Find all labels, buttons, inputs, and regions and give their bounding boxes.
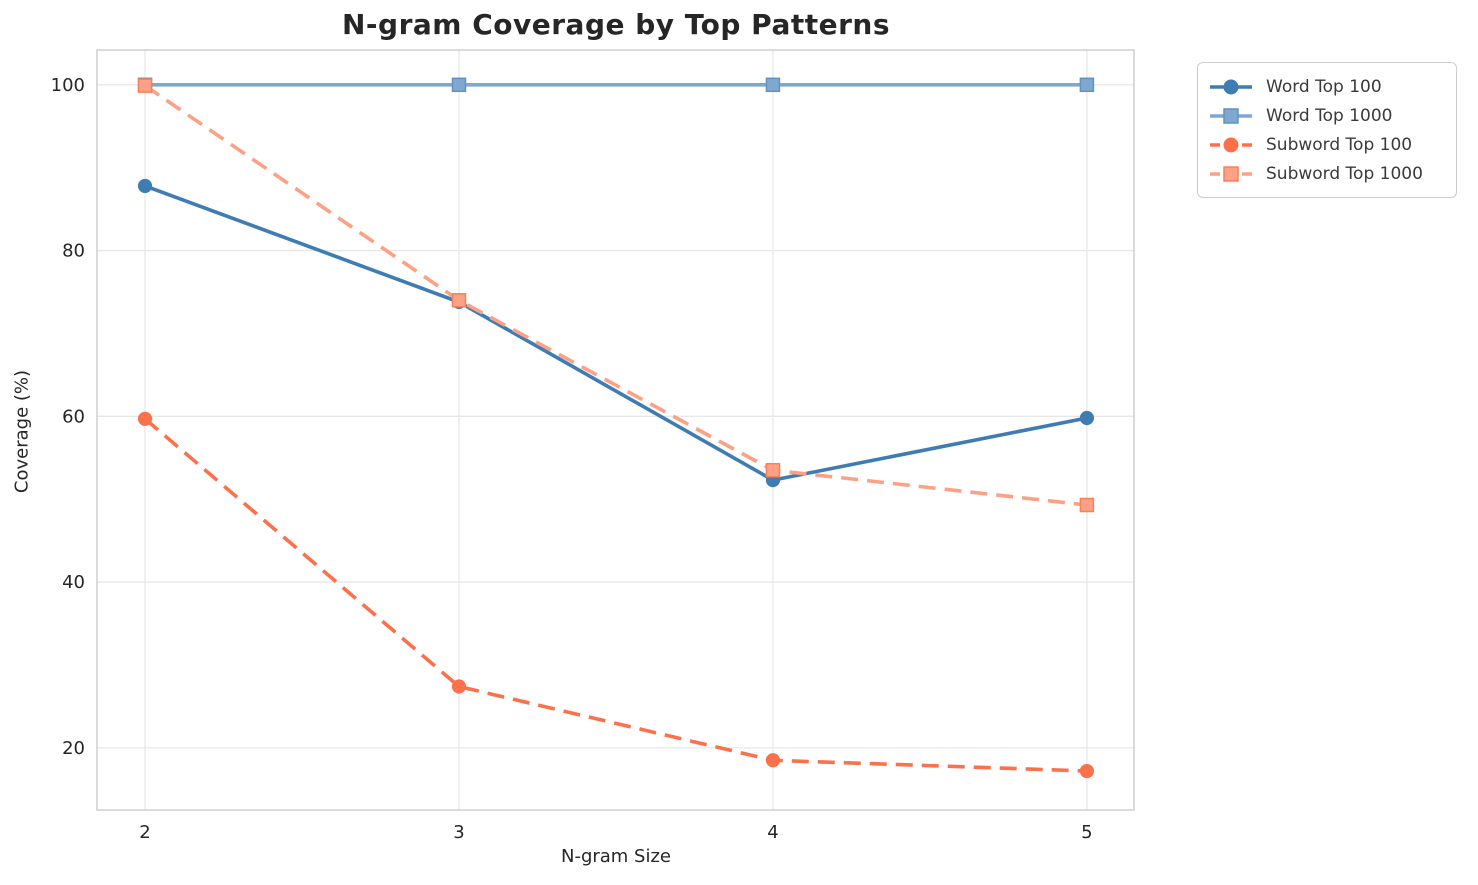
marker-circle	[765, 753, 781, 768]
legend-swatch-subword-top-1000-icon	[1210, 165, 1252, 182]
legend-item-word-top-100: Word Top 100	[1208, 72, 1444, 101]
marker-square	[765, 462, 781, 478]
y-tick-label: 60	[62, 406, 85, 427]
x-tick-label: 5	[1081, 822, 1092, 843]
legend-item-subword-top-1000: Subword Top 1000	[1208, 159, 1444, 188]
y-axis-label: Coverage (%)	[11, 369, 33, 494]
legend-label-word-top-1000: Word Top 1000	[1266, 105, 1393, 126]
marker-square	[451, 293, 467, 308]
marker-circle	[451, 679, 467, 694]
legend-swatch-word-top-100-icon	[1210, 79, 1252, 94]
legend-label-word-top-100: Word Top 100	[1266, 76, 1382, 97]
legend-swatch-subword-top-100-icon	[1210, 137, 1252, 152]
marker-circle	[1079, 763, 1095, 779]
x-tick-label: 4	[767, 822, 778, 843]
legend-item-word-top-1000: Word Top 1000	[1208, 101, 1444, 130]
legend-swatch-word-top-1000-icon	[1210, 107, 1252, 124]
y-tick-label: 100	[51, 75, 85, 96]
x-axis-label: N-gram Size	[560, 846, 672, 867]
x-tick-label: 3	[453, 822, 464, 843]
series-line-0	[144, 184, 1088, 482]
chart-title: N-gram Coverage by Top Patterns	[341, 8, 891, 41]
legend-label-subword-top-100: Subword Top 100	[1266, 134, 1413, 155]
marker-square	[1079, 497, 1095, 513]
y-tick-label: 80	[62, 241, 85, 262]
marker-square	[1079, 77, 1095, 93]
marker-circle	[1079, 410, 1095, 426]
legend-label-subword-top-1000: Subword Top 1000	[1266, 163, 1423, 184]
series-line-3	[143, 84, 1088, 507]
marker-circle	[137, 178, 153, 194]
legend-item-subword-top-100: Subword Top 100	[1208, 130, 1444, 159]
legend: Word Top 100 Word Top 1000 Subword Top 1…	[1197, 62, 1457, 198]
y-tick-label: 40	[62, 572, 85, 593]
marker-square	[765, 77, 781, 93]
marker-square	[137, 78, 153, 93]
axes-spines	[96, 49, 1135, 811]
marker-circle	[137, 411, 153, 426]
y-tick-label: 20	[62, 738, 85, 759]
x-tick-label: 2	[139, 822, 150, 843]
series-line-2	[143, 417, 1087, 773]
marker-square	[451, 77, 467, 93]
